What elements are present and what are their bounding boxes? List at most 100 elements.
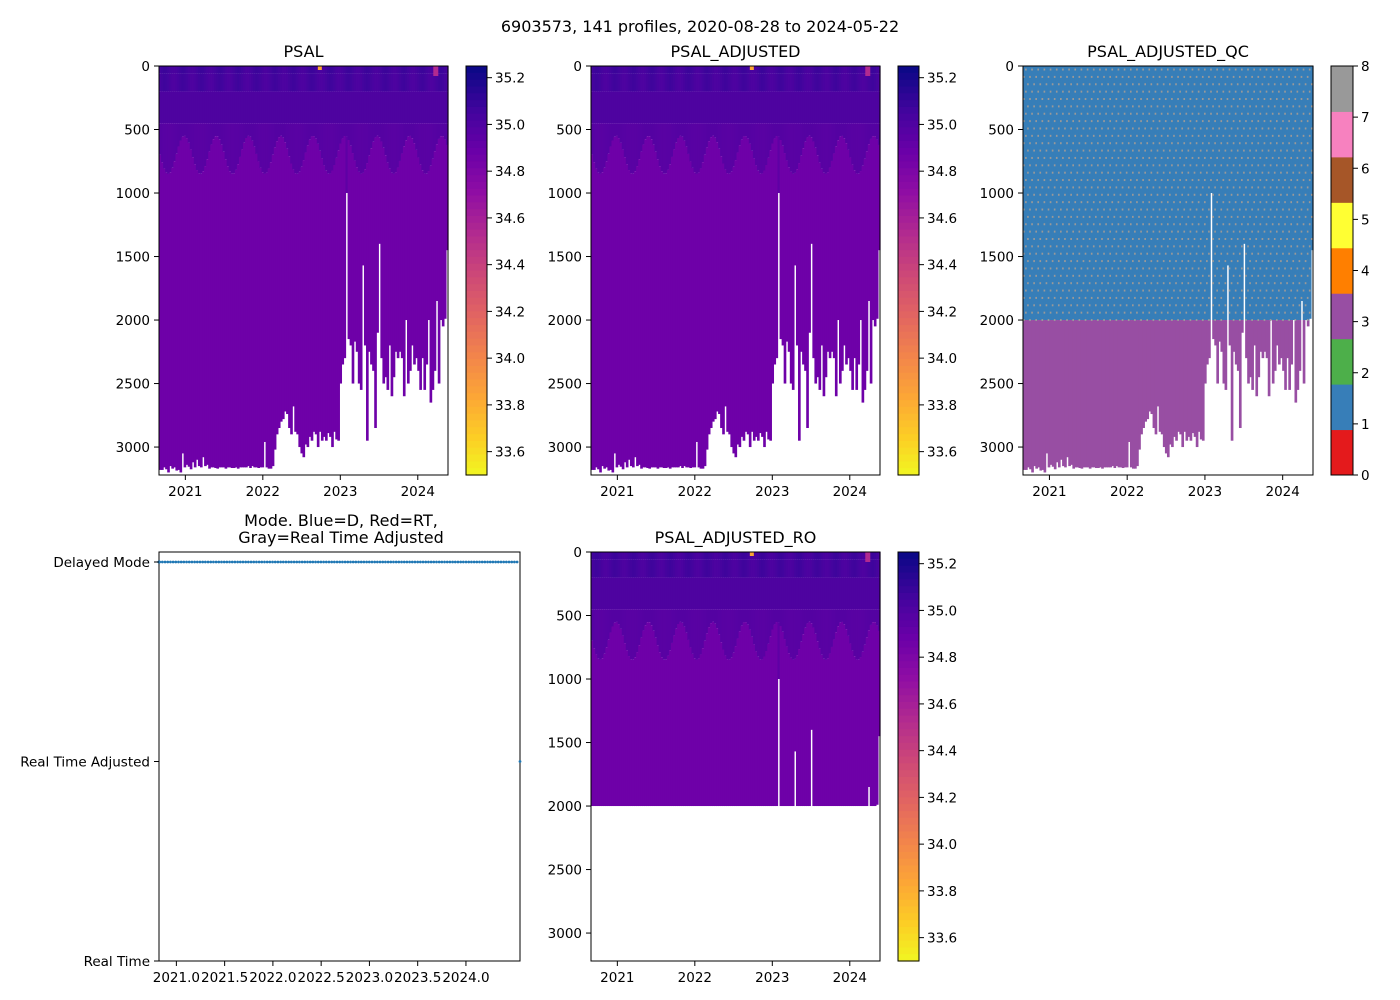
qc-speckle: [1117, 289, 1120, 292]
salinity-cell: [601, 66, 604, 74]
salinity-cell: [599, 552, 602, 560]
qc-speckle: [1288, 120, 1290, 123]
mode-point-delayed: [324, 560, 328, 564]
profile-column: [419, 66, 422, 390]
salinity-cell: [834, 559, 838, 578]
qc-speckle: [1253, 134, 1255, 137]
salinity-cell: [230, 66, 234, 74]
profile-column: [1189, 66, 1193, 441]
salinity-cell: [306, 73, 310, 92]
qc-speckle: [1129, 68, 1132, 71]
profile-column: [1138, 66, 1141, 450]
qc-speckle: [1222, 68, 1225, 71]
salinity-cell: [208, 151, 211, 469]
qc-speckle: [1166, 179, 1169, 182]
qc-speckle: [1039, 105, 1042, 108]
qc-speckle: [1070, 193, 1072, 196]
qc-speckle: [1109, 164, 1112, 167]
profile-column: [226, 66, 230, 468]
profile-column: [259, 66, 263, 468]
salinity-cell: [681, 66, 684, 74]
profile-column: [722, 66, 725, 435]
salinity-cell: [871, 123, 875, 137]
qc-speckle: [1119, 171, 1122, 174]
qc-speckle: [1107, 127, 1109, 130]
qc-speckle: [1173, 179, 1175, 182]
qc-cell-good: [1035, 66, 1038, 321]
salinity-cell: [388, 168, 392, 346]
mode-point-delayed: [448, 560, 452, 564]
qc-speckle: [1080, 267, 1083, 270]
qc-speckle: [1055, 267, 1058, 270]
salinity-cell: [361, 123, 365, 173]
salinity-cell: [179, 66, 183, 74]
qc-speckle: [1203, 134, 1206, 137]
mode-point-delayed: [478, 560, 481, 564]
qc-speckle: [1037, 289, 1040, 292]
qc-speckle: [1199, 149, 1202, 152]
salinity-cell: [656, 159, 660, 469]
salinity-cell: [423, 73, 427, 92]
salinity-cell: [601, 73, 604, 92]
qc-speckle: [1070, 215, 1072, 218]
qc-speckle: [1113, 237, 1116, 240]
qc-speckle: [1247, 289, 1249, 292]
salinity-cell: [638, 123, 641, 160]
qc-speckle: [1144, 149, 1146, 152]
salinity-cell: [845, 629, 848, 807]
salinity-cell: [668, 577, 672, 610]
qc-speckle: [1179, 68, 1181, 71]
qc-speckle: [1166, 267, 1169, 270]
mode-point-delayed: [413, 560, 417, 564]
salinity-cell: [818, 609, 822, 649]
salinity-cell: [404, 91, 408, 124]
salinity-cell: [867, 609, 871, 631]
profile-column: [808, 552, 811, 807]
colorbar-segment: [466, 270, 487, 278]
salinity-cell: [304, 66, 308, 74]
salinity-cell: [236, 91, 240, 124]
profile-column: [843, 66, 846, 346]
qc-speckle: [1306, 164, 1309, 167]
salinity-cell: [230, 91, 234, 124]
salinity-cell: [740, 66, 744, 74]
qc-speckle: [1259, 289, 1262, 292]
profile-column: [642, 552, 645, 807]
profile-column: [609, 66, 613, 470]
qc-speckle: [1290, 289, 1293, 292]
profile-column: [777, 552, 781, 680]
salinity-cell: [386, 91, 390, 124]
salinity-cell: [413, 123, 416, 144]
salinity-cell: [681, 577, 684, 610]
qc-cell-good: [1304, 66, 1308, 321]
salinity-cell: [650, 577, 654, 610]
profile-column: [800, 552, 803, 807]
salinity-cell: [787, 552, 791, 560]
salinity-cell: [325, 123, 328, 171]
salinity-cell: [320, 123, 324, 159]
qc-speckle: [1051, 260, 1054, 263]
salinity-cell: [672, 577, 676, 610]
salinity-cell: [795, 123, 799, 170]
profile-column: [597, 552, 600, 807]
qc-speckle: [1282, 186, 1284, 189]
qc-speckle: [1119, 83, 1122, 86]
qc-speckle: [1103, 142, 1105, 145]
qc-speckle: [1183, 252, 1186, 255]
salinity-cell: [818, 73, 822, 92]
salinity-cell: [185, 138, 189, 465]
qc-cell-bad: [1216, 320, 1219, 384]
qc-speckle: [1284, 223, 1286, 226]
salinity-cell: [261, 172, 265, 468]
salinity-cell: [804, 552, 807, 560]
salinity-cell: [376, 123, 379, 136]
qc-speckle: [1152, 120, 1155, 123]
salinity-cell: [648, 622, 652, 807]
qc-speckle: [1086, 179, 1089, 182]
qc-speckle: [1033, 304, 1035, 307]
salinity-cell: [843, 552, 846, 560]
colorbar-segment: [898, 120, 919, 128]
profile-column: [257, 66, 261, 469]
profile-column: [660, 66, 664, 468]
mode-point-delayed: [367, 560, 371, 564]
